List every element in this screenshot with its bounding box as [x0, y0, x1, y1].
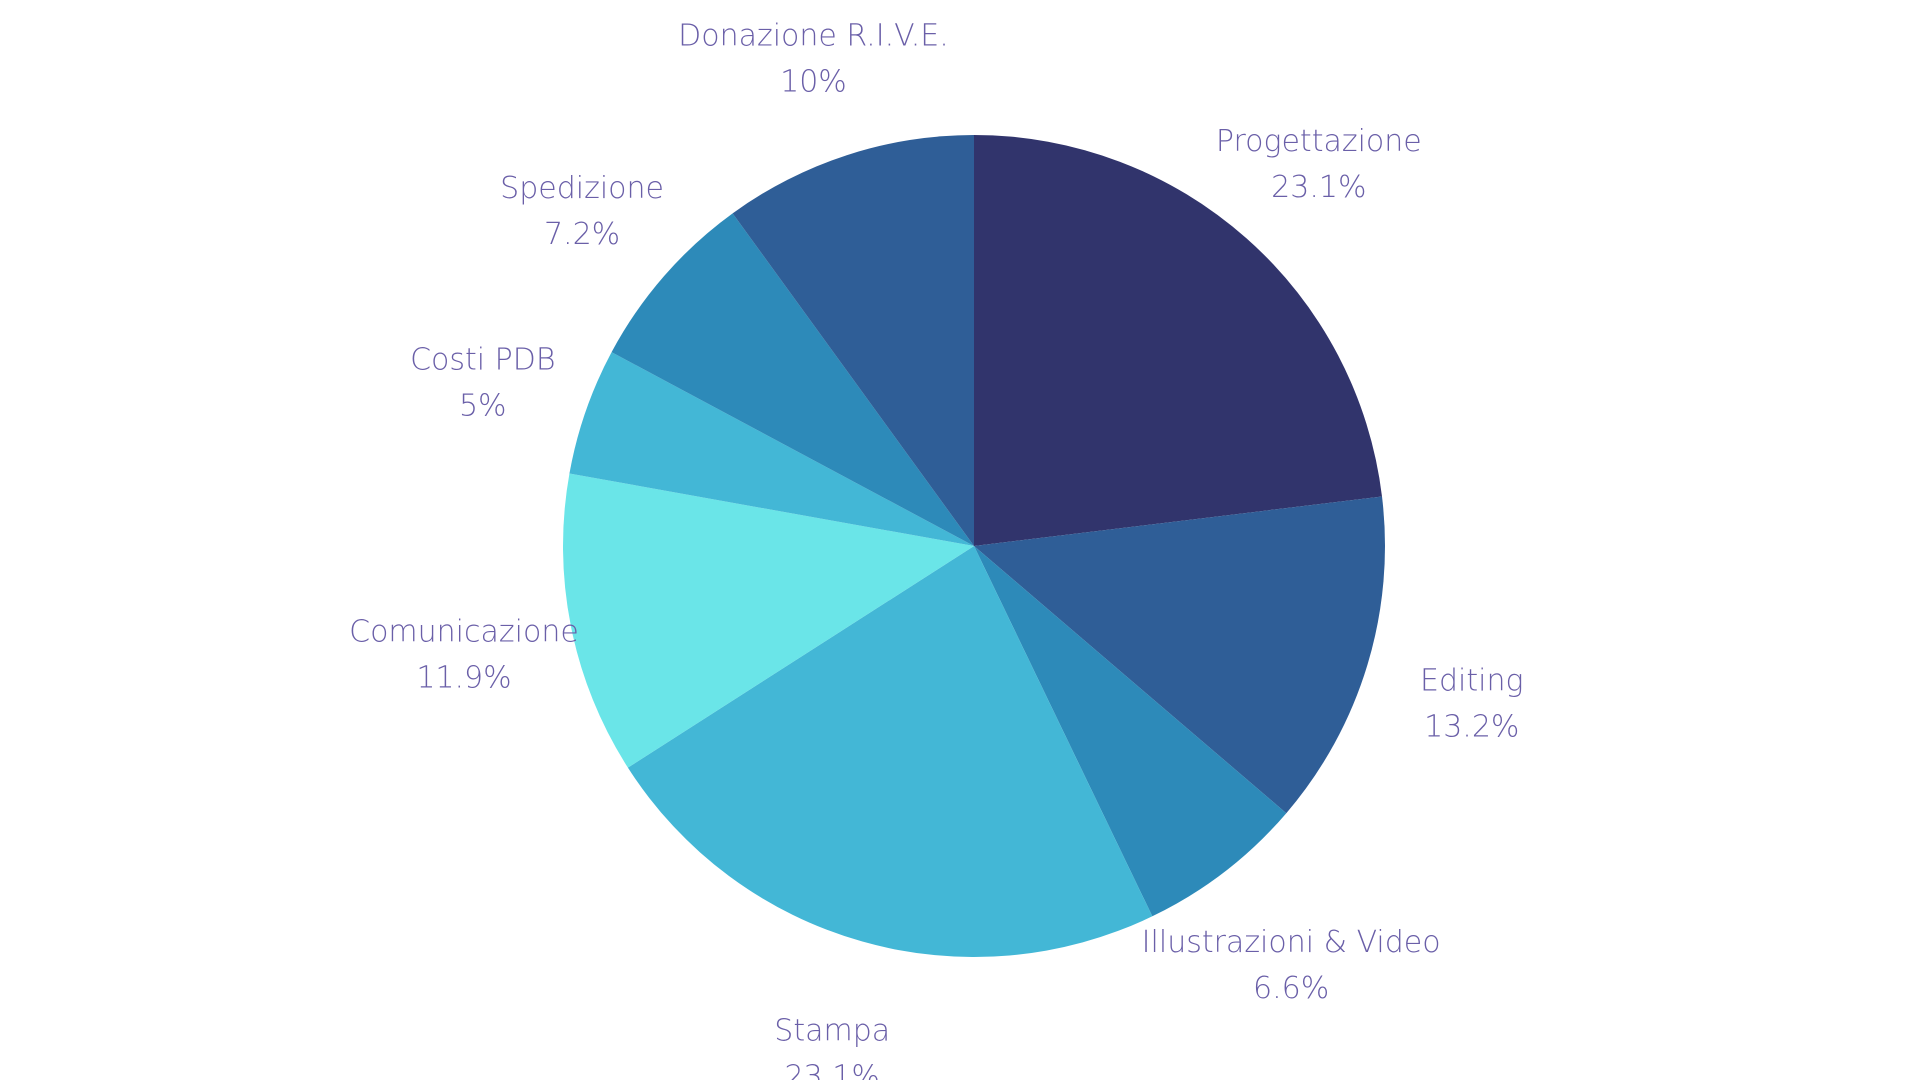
- slice-percent-label: 7.2%: [544, 217, 620, 252]
- slice-category-label: Editing: [1420, 663, 1523, 698]
- pie-slice-1: [974, 135, 1383, 546]
- pie-slice-5: [563, 473, 974, 768]
- pie-slices: [563, 135, 1385, 957]
- slice-label-4: Stampa 23.1%: [774, 1013, 890, 1080]
- slice-category-label: Illustrazioni & Video: [1142, 925, 1441, 960]
- slice-percent-label: 23.1%: [785, 1059, 880, 1080]
- slice-category-label: Progettazione: [1216, 124, 1422, 159]
- pie-slice-4: [627, 546, 1153, 957]
- slice-label-8: Donazione R.I.V.E. 10%: [678, 18, 949, 99]
- slice-category-label: Spedizione: [500, 171, 664, 206]
- slice-category-label: Comunicazione: [349, 614, 579, 649]
- slice-label-6: Costi PDB 5%: [410, 342, 555, 423]
- slice-category-label: Costi PDB: [410, 342, 555, 377]
- slice-percent-label: 6.6%: [1253, 971, 1329, 1006]
- pie-slice-7: [611, 213, 974, 546]
- slice-category-label: Donazione R.I.V.E.: [678, 18, 949, 53]
- pie-slice-8: [732, 135, 974, 546]
- slice-percent-label: 13.2%: [1424, 709, 1519, 744]
- slice-percent-label: 5%: [459, 388, 507, 423]
- slice-category-label: Stampa: [774, 1013, 890, 1048]
- slice-percent-label: 23.1%: [1271, 170, 1366, 205]
- slice-percent-label: 10%: [780, 64, 847, 99]
- pie-slice-6: [569, 352, 974, 546]
- pie-slice-2: [974, 496, 1385, 814]
- slice-percent-label: 11.9%: [416, 660, 511, 695]
- slice-label-2: Editing 13.2%: [1420, 663, 1523, 744]
- slice-label-7: Spedizione 7.2%: [500, 171, 664, 252]
- slice-label-5: Comunicazione 11.9%: [349, 614, 579, 695]
- pie-labels: Progettazione 23.1% Editing 13.2% Illustrazi…: [349, 18, 1523, 1080]
- pie-slice-3: [974, 546, 1287, 917]
- slice-label-1: Progettazione 23.1%: [1216, 124, 1422, 205]
- slice-label-3: Illustrazioni & Video 6.6%: [1142, 925, 1441, 1006]
